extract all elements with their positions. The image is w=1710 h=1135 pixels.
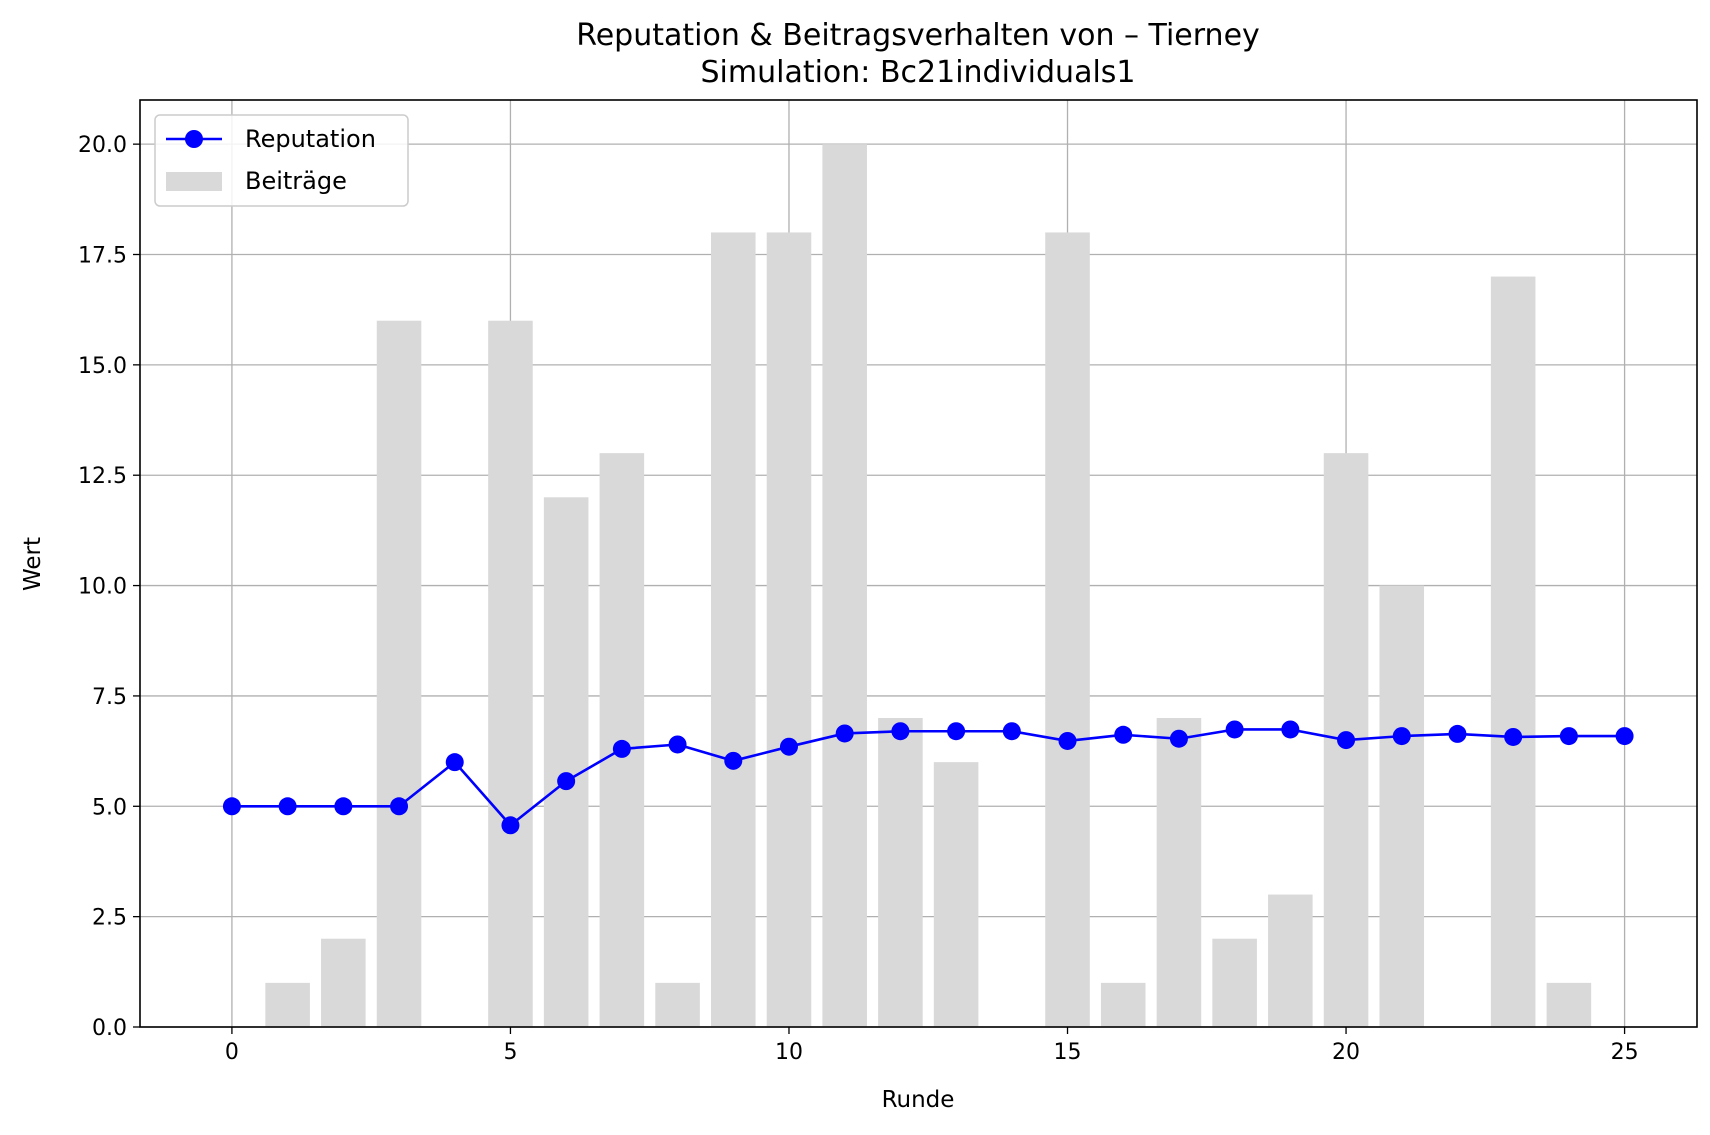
bars-beitraege [265, 144, 1592, 1028]
bar-beitraege [488, 320, 533, 1027]
reputation-point [222, 797, 241, 816]
bar-beitraege [710, 232, 756, 1027]
reputation-point [1169, 729, 1188, 748]
bar-beitraege [933, 762, 979, 1027]
legend-bar-swatch [166, 172, 222, 191]
plot-frame [139, 99, 1698, 1028]
reputation-point [891, 722, 910, 741]
chart-subtitle: Simulation: Bc21individuals1 [701, 55, 1136, 90]
bar-beitraege [321, 938, 366, 1027]
bar-beitraege [1045, 232, 1090, 1027]
reputation-point [557, 772, 576, 791]
bar-beitraege [265, 982, 310, 1027]
y-tick-label: 0.0 [92, 1016, 127, 1041]
bar-beitraege [1100, 982, 1146, 1027]
reputation-point [1114, 725, 1133, 744]
reputation-point [278, 797, 297, 816]
reputation-point [1504, 727, 1523, 746]
x-axis-label: Runde [882, 1087, 955, 1113]
y-tick-label: 10.0 [78, 575, 127, 600]
bar-beitraege [1546, 982, 1592, 1027]
bar-beitraege [822, 144, 867, 1028]
x-tick-label: 25 [1611, 1040, 1639, 1065]
bar-beitraege [1490, 276, 1536, 1028]
legend-label-reputation: Reputation [245, 125, 376, 153]
y-axis-label: Wert [20, 537, 46, 591]
x-axis-ticks: 0 5 10 15 20 25 [225, 1027, 1639, 1065]
reputation-point [612, 739, 631, 758]
y-tick-label: 20.0 [78, 133, 127, 158]
y-tick-label: 7.5 [92, 685, 127, 710]
x-tick-label: 5 [503, 1040, 517, 1065]
reputation-point [1225, 720, 1244, 739]
legend: Reputation Beiträge [154, 114, 409, 207]
y-tick-label: 17.5 [78, 244, 127, 269]
bar-beitraege [766, 232, 812, 1027]
reputation-point [835, 724, 854, 743]
reputation-point [334, 797, 353, 816]
reputation-point [1448, 724, 1467, 743]
reputation-point [1392, 727, 1411, 746]
y-tick-label: 5.0 [92, 795, 127, 820]
reputation-point [1281, 720, 1300, 739]
x-tick-label: 15 [1054, 1040, 1082, 1065]
bar-beitraege [543, 497, 589, 1027]
line-reputation [231, 728, 1625, 827]
y-axis-ticks: 0.0 2.5 5.0 7.5 10.0 12.5 15.0 17.5 20.0 [78, 133, 140, 1041]
x-tick-label: 20 [1332, 1040, 1360, 1065]
markers-reputation [222, 720, 1634, 835]
reputation-point [668, 735, 687, 754]
reputation-point [1058, 731, 1077, 750]
y-tick-label: 2.5 [92, 906, 127, 931]
chart-title: Reputation & Beitragsverhalten von – Tie… [576, 18, 1260, 53]
bar-beitraege [376, 320, 422, 1027]
reputation-line [231, 728, 1625, 827]
reputation-point [779, 737, 798, 756]
bar-beitraege [878, 718, 923, 1027]
reputation-point [1615, 727, 1634, 746]
legend-label-beitraege: Beiträge [245, 167, 347, 195]
reputation-point [724, 751, 743, 770]
y-tick-label: 12.5 [78, 464, 127, 489]
reputation-point [445, 753, 464, 772]
reputation-point [1559, 727, 1578, 746]
bar-beitraege [1212, 938, 1257, 1027]
reputation-point [1337, 731, 1356, 750]
bar-beitraege [1379, 585, 1425, 1027]
bar-beitraege [1268, 894, 1313, 1027]
x-tick-label: 10 [775, 1040, 803, 1065]
reputation-point [1002, 722, 1021, 741]
bar-beitraege [1156, 718, 1202, 1027]
reputation-point [947, 722, 966, 741]
bar-beitraege [655, 982, 700, 1027]
legend-marker-swatch [185, 130, 203, 148]
reputation-point [390, 797, 409, 816]
reputation-point [501, 816, 520, 835]
y-tick-label: 15.0 [78, 354, 127, 379]
x-tick-label: 0 [225, 1040, 239, 1065]
